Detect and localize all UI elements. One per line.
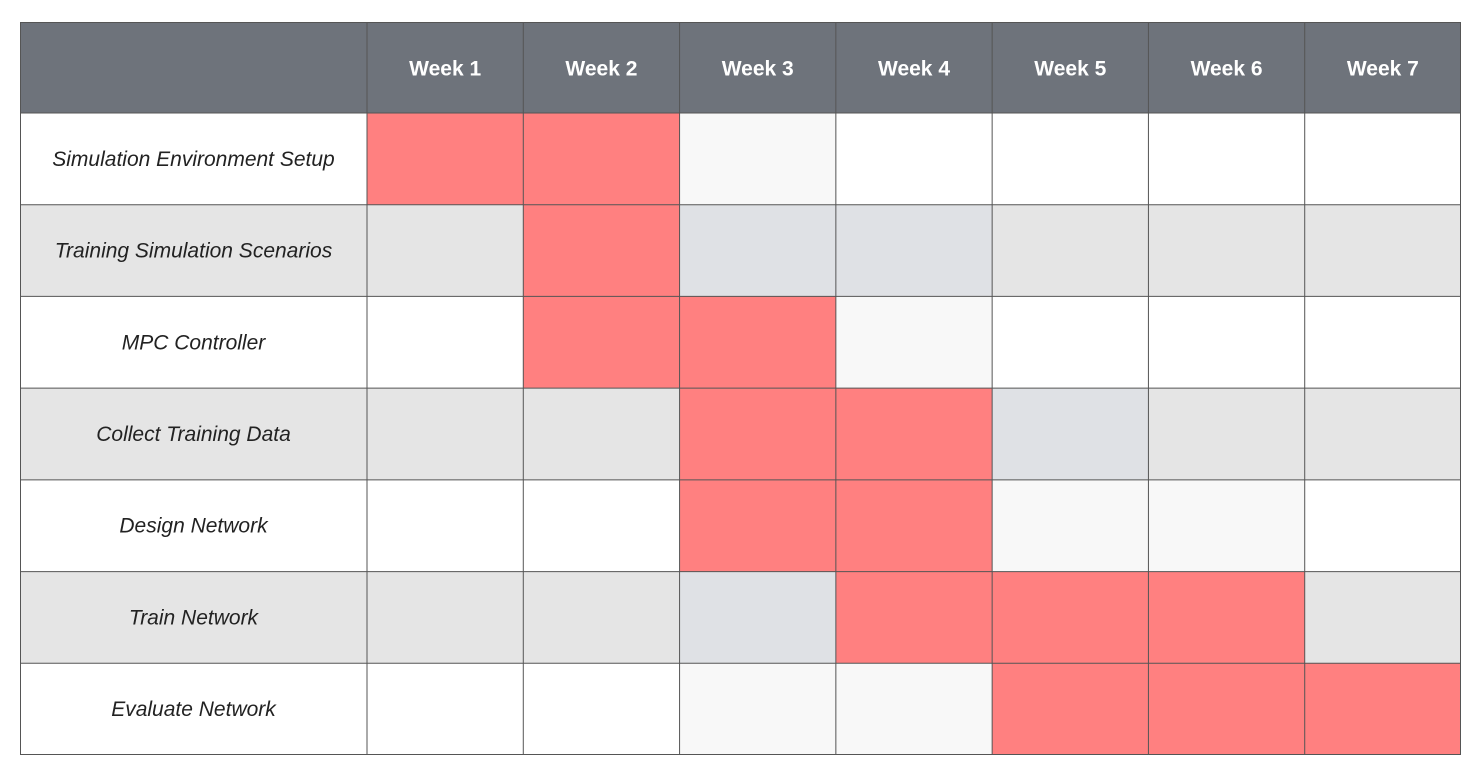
task-bar (523, 204, 680, 297)
task-label: Simulation Environment Setup (52, 148, 335, 171)
header-background (20, 22, 1461, 113)
week-header: Week 6 (1191, 58, 1263, 81)
task-labels: Simulation Environment Setup Training Sim… (52, 148, 335, 721)
gantt-chart: Week 1 Week 2 Week 3 Week 4 Week 5 Week 6 Week… (20, 22, 1461, 755)
slack-cell (679, 204, 836, 297)
task-label: Train Network (129, 606, 260, 629)
week-header: Week 4 (878, 58, 950, 81)
slack-cell (992, 479, 1149, 572)
slack-cell (835, 663, 993, 755)
task-label: Collect Training Data (96, 423, 291, 446)
slack-cell (679, 113, 836, 205)
task-bar (992, 663, 1461, 755)
week-header: Week 7 (1347, 58, 1419, 81)
slack-cell (679, 663, 836, 755)
week-header: Week 5 (1034, 58, 1106, 81)
slack-cell (992, 388, 1149, 480)
slack-cells (679, 113, 1305, 755)
task-label: Design Network (119, 515, 269, 538)
slack-cell (1148, 479, 1305, 572)
slack-cell (835, 204, 993, 297)
table-border (20, 22, 1461, 755)
slack-cell (835, 296, 993, 389)
task-label: MPC Controller (122, 331, 267, 354)
grid-lines (20, 22, 1461, 755)
week-header: Week 3 (722, 58, 794, 81)
task-label: Training Simulation Scenarios (55, 240, 333, 263)
week-header: Week 1 (409, 58, 481, 81)
slack-cell (679, 571, 836, 664)
task-label: Evaluate Network (111, 698, 277, 721)
header-row: Week 1 Week 2 Week 3 Week 4 Week 5 Week 6 Week… (20, 22, 1461, 113)
week-header: Week 2 (565, 58, 637, 81)
task-bar (835, 571, 1305, 664)
